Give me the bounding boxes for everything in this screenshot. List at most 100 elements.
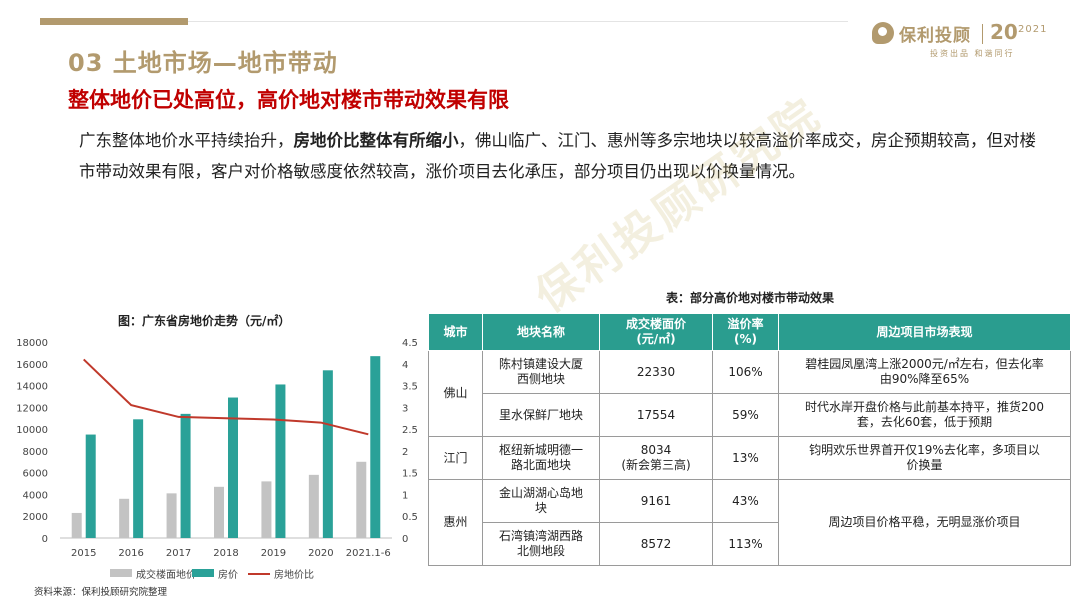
header-premium: 溢价率 (%) [712,313,779,351]
premium-cell: 59% [712,393,779,437]
left-axis-tick: 12000 [16,403,48,414]
market-cell: 时代水岸开盘价格与此前基本持平，推货200 套，去化60套，低于预期 [778,393,1071,437]
house-price-bar [180,413,191,538]
right-axis-tick: 4 [402,360,408,371]
land-cell: 陈村镇建设大厦 西侧地块 [482,350,600,394]
market-cell: 碧桂园凤凰湾上涨2000元/㎡左右，但去化率 由90%降至65% [778,350,1071,394]
city-cell: 佛山 [428,350,483,437]
right-axis-tick: 0.5 [402,512,418,523]
land-cell: 石湾镇湾湖西路 北侧地段 [482,522,600,566]
premium-cell: 106% [712,350,779,394]
left-axis-tick: 14000 [16,382,48,393]
x-axis-tick: 2017 [166,548,191,559]
legend-label: 成交楼面地价 [136,568,196,581]
price-cell: 8034 (新会第三高) [599,436,713,480]
house-price-bar [275,384,286,538]
header-land: 地块名称 [482,313,600,351]
price-trend-chart: 0 2000 4000 6000 8000 10000 12000 14000 16000 180… [16,338,418,581]
intro-paragraph: 广东整体地价水平持续抬升，房地价比整体有所缩小，佛山临广、江门、惠州等多宗地块以… [79,125,1039,187]
logo-year: 2021 [1018,24,1048,35]
market-cell: 周边项目价格平稳，无明显涨价项目 [778,479,1071,566]
x-axis-tick: 2016 [118,548,143,559]
left-axis-tick: 0 [42,534,48,545]
header-city: 城市 [428,313,483,351]
premium-cell: 113% [712,522,779,566]
price-cell: 8572 [599,522,713,566]
header-market: 周边项目市场表现 [778,313,1071,351]
city-cell: 江门 [428,436,483,480]
table-header-row: 城市 地块名称 成交楼面价 (元/㎡) 溢价率 (%) 周边项目市场表现 [428,313,1071,351]
city-cell: 惠州 [428,479,483,566]
house-price-bar [133,419,144,538]
watermark: 保利投顾研究院 [526,88,831,323]
table-row: 石湾镇湾湖西路 北侧地段 8572 113% [429,522,1071,566]
logo-separator [982,24,983,44]
table-row: 江门 枢纽新城明德一 路北面地块 8034 (新会第三高) 13% 钧明欢乐世界首开… [428,436,1071,480]
left-axis-tick: 4000 [23,490,48,501]
table-row: 佛山 陈村镇建设大厦 西侧地块 22330 106% 碧桂园凤凰湾上涨2000元/… [428,350,1071,437]
market-cell: 钧明欢乐世界首开仅19%去化率，多项目以 价换量 [778,436,1071,480]
intro-text-2: ，佛山临广、江门、惠州等多宗地块以较高溢价率成交，房企预期较高，但对楼市带动效果… [79,131,1036,181]
legend-label: 房地价比 [274,568,314,581]
right-axis-tick: 0 [402,534,408,545]
header-divider [188,21,848,22]
left-axis-tick: 18000 [16,338,48,349]
table-caption: 表：部分高价地对楼市带动效果 [665,291,834,305]
land-price-bar [356,461,367,538]
price-ratio-line [83,358,369,436]
x-axis-tick: 2020 [308,548,333,559]
land-price-bar [308,474,319,538]
house-price-bar [85,434,96,538]
premium-cell: 43% [712,479,779,523]
house-price-bar [322,370,333,538]
price-cell: 9161 [599,479,713,523]
logo-name: 保利投顾 [899,26,971,46]
right-axis-tick: 1 [402,490,408,501]
right-axis-tick: 3.5 [402,382,418,393]
land-cell: 里水保鲜厂地块 [482,393,600,437]
left-axis-tick: 2000 [23,512,48,523]
slide-subtitle: 整体地价已处高位，高价地对楼市带动效果有限 [68,88,509,112]
legend-label: 房价 [218,568,238,581]
header-accent-bar [40,18,188,25]
right-axis-tick: 3 [402,403,408,414]
legend-swatch-land [110,569,132,577]
left-axis-tick: 8000 [23,447,48,458]
legend-swatch-house [192,569,214,577]
x-axis-tick: 2018 [213,548,238,559]
logo-mark-icon [872,22,894,44]
right-axis-tick: 2 [402,447,408,458]
logo-slogan: 投资出品 和谐同行 [930,49,1015,58]
land-cell: 枢纽新城明德一 路北面地块 [482,436,600,480]
left-axis-tick: 16000 [16,360,48,371]
land-price-bar [261,481,272,538]
right-axis-tick: 2.5 [402,425,418,436]
section-title: 03 土地市场—地市带动 [68,49,338,77]
right-axis-tick: 1.5 [402,469,418,480]
land-effect-table: 城市 地块名称 成交楼面价 (元/㎡) 溢价率 (%) 周边项目市场表现 佛山 陈村… [428,313,1071,566]
x-axis-tick: 2015 [71,548,96,559]
table-row: 惠州 金山湖湖心岛地块 9161 43% 周边项目价格平稳，无明显涨价项目 [428,479,1071,566]
land-price-bar [214,486,224,538]
logo-anniversary: 20 [990,20,1018,44]
left-axis-tick: 10000 [16,425,48,436]
header-price: 成交楼面价 (元/㎡) [599,313,713,351]
company-logo: 保利投顾 20 2021 投资出品 和谐同行 [872,18,1052,64]
intro-highlight: 房地价比整体有所缩小 [293,131,459,150]
land-price-bar [71,512,82,538]
land-cell: 金山湖湖心岛地块 [482,479,600,523]
house-price-bar [228,397,238,538]
table-row: 里水保鲜厂地块 17554 59% 时代水岸开盘价格与此前基本持平，推货200 套… [429,393,1071,437]
right-axis-tick: 4.5 [402,338,418,349]
land-price-bar [166,493,177,538]
house-price-bar [370,356,381,538]
price-cell: 17554 [599,393,713,437]
x-axis-tick: 2021.1-6 [346,548,391,559]
left-axis-tick: 6000 [23,469,48,480]
intro-text-1: 广东整体地价水平持续抬升， [79,131,294,150]
x-axis-tick: 2019 [261,548,286,559]
price-cell: 22330 [599,350,713,394]
source-note: 资料来源：保利投顾研究院整理 [34,587,168,598]
chart-title: 图：广东省房地价走势（元/㎡） [118,314,291,328]
land-price-bar [119,498,130,538]
